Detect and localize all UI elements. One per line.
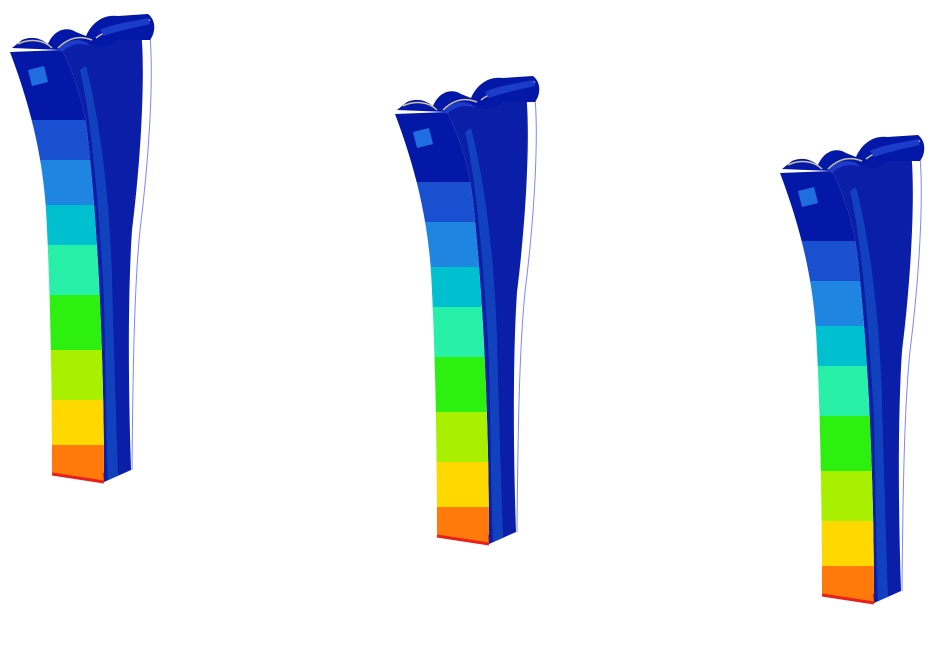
contour-band [10,350,104,400]
base-edge [821,593,875,605]
fea-column-model [10,14,155,484]
deformation-outline [901,140,922,592]
fea-column-model [780,135,925,605]
side-gradient-strip [465,128,503,542]
side-gradient-strip [80,66,118,480]
contour-band [10,205,104,245]
stress-patch [28,66,48,86]
contour-band [10,295,104,350]
contour-band [10,400,104,445]
saddle-groove [870,139,920,157]
deformation-outline [131,19,152,471]
base-edge [51,472,105,484]
saddle-groove [443,102,475,114]
stress-patch [413,128,433,148]
contour-band [780,521,874,566]
saddle-groove [828,161,860,173]
column-top-saddle [12,14,155,50]
contour-band [395,462,489,507]
contour-band [395,267,489,307]
column-top-saddle [397,76,540,112]
saddle-groove [485,80,535,98]
fea-column-model [395,76,540,546]
stress-peak-region [435,509,489,544]
stress-peak-region [50,447,104,482]
column-top-saddle [782,135,925,171]
contour-band [780,366,874,416]
contour-band [395,307,489,357]
contour-band [780,416,874,471]
base-edge [436,534,490,546]
side-gradient-strip [850,187,888,601]
stress-patch [798,187,818,207]
saddle-groove [58,40,90,52]
contour-band [780,326,874,366]
contour-band [10,245,104,295]
contour-band [780,471,874,521]
contour-band [395,412,489,462]
contour-band [395,357,489,412]
deformation-outline [516,81,537,533]
stress-peak-region [820,568,874,603]
saddle-groove [100,18,150,36]
